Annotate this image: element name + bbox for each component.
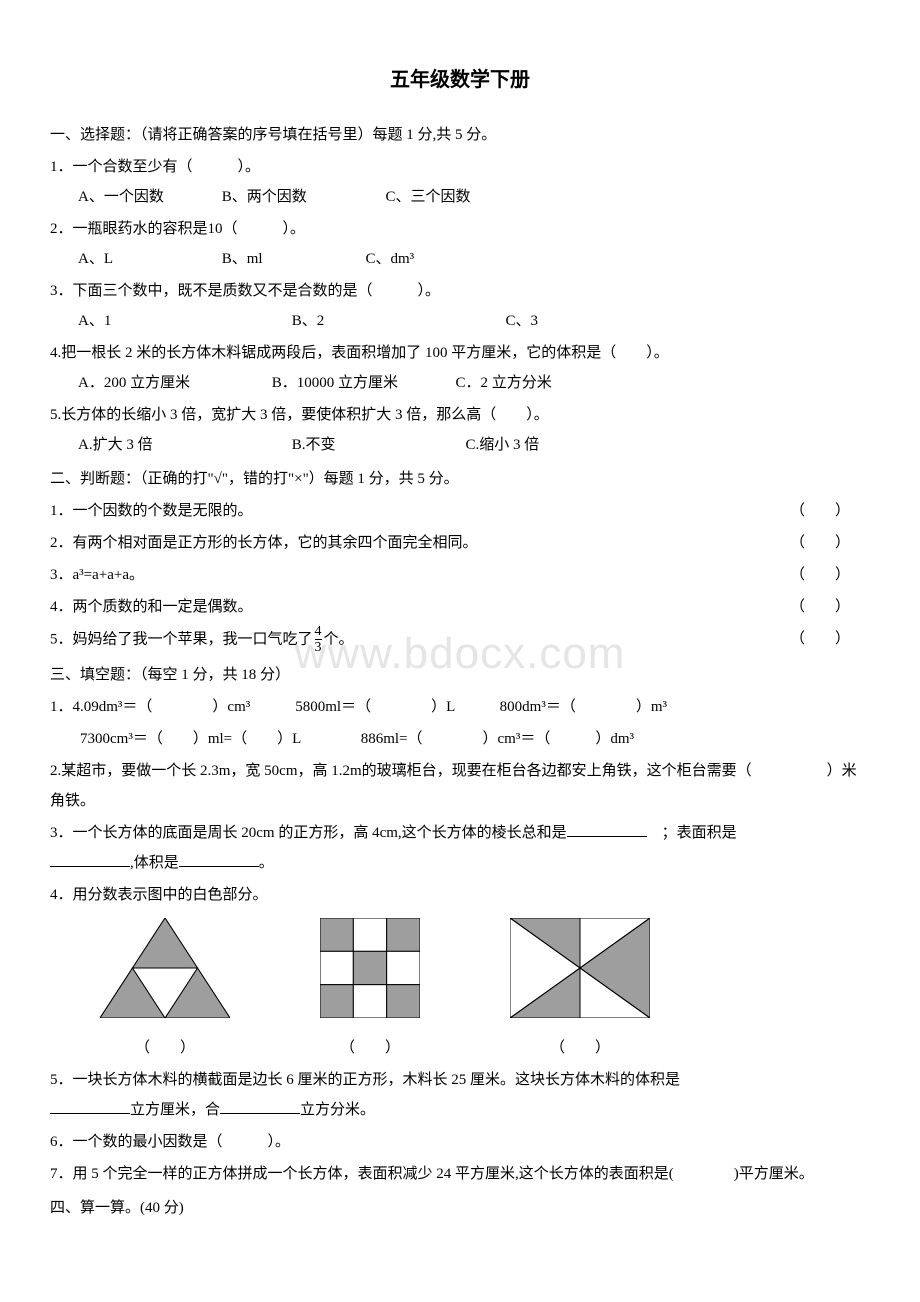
q3-4: 4．用分数表示图中的白色部分。 (50, 880, 870, 910)
q1-1-opt-b: B、两个因数 (222, 182, 382, 212)
q3-2: 2.某超市，要做一个长 2.3m，宽 50cm，高 1.2m的玻璃柜台，现要在柜… (50, 756, 870, 816)
q1-4-opt-c: C．2 立方分米 (456, 368, 552, 398)
q2-4: 4．两个质数的和一定是偶数。 （ ） (50, 592, 870, 622)
q2-2: 2．有两个相对面是正方形的长方体，它的其余四个面完全相同。 （ ） (50, 528, 870, 558)
shape-label-3: （ ） (510, 1033, 650, 1063)
q1-2-stem: 2．一瓶眼药水的容积是10（ ）。 (50, 214, 870, 244)
q2-1-text: 1．一个因数的个数是无限的。 (50, 503, 253, 519)
q2-4-paren: （ ） (790, 592, 850, 622)
section-2-heading: 二、判断题：（正确的打"√"，错的打"×"）每题 1 分，共 5 分。 (50, 464, 870, 494)
q2-3-text: 3．a³=a+a+a。 (50, 567, 144, 583)
q3-7: 7．用 5 个完全一样的正方体拼成一个长方体，表面积减少 24 平方厘米,这个长… (50, 1159, 870, 1189)
q1-1-options: A、一个因数 B、两个因数 C、三个因数 (50, 182, 870, 212)
shape-triangle (100, 918, 230, 1029)
q1-2-options: A、L B、ml C、dm³ (50, 244, 870, 274)
q1-3-options: A、1 B、2 C、3 (50, 306, 870, 336)
q2-1-paren: （ ） (790, 496, 850, 526)
section-2: 二、判断题：（正确的打"√"，错的打"×"）每题 1 分，共 5 分。 1．一个… (50, 464, 870, 656)
q1-2-opt-b: B、ml (222, 244, 362, 274)
section-4: 四、算一算。(40 分) (50, 1193, 870, 1223)
q1-3-opt-a: A、1 (78, 306, 288, 336)
section-1-heading: 一、选择题：（请将正确答案的序号填在括号里）每题 1 分,共 5 分。 (50, 120, 870, 150)
q2-1: 1．一个因数的个数是无限的。 （ ） (50, 496, 870, 526)
q3-6: 6．一个数的最小因数是（ ）。 (50, 1127, 870, 1157)
q1-5-opt-b: B.不变 (292, 430, 462, 460)
q3-5-a: 5．一块长方体木料的横截面是边长 6 厘米的正方形，木料长 25 厘米。这块长方… (50, 1072, 680, 1088)
shape-label-2: （ ） (320, 1033, 420, 1063)
shape-grid (320, 918, 420, 1029)
q2-2-paren: （ ） (790, 528, 850, 558)
section-4-heading: 四、算一算。(40 分) (50, 1193, 870, 1223)
q1-1-opt-c: C、三个因数 (386, 182, 471, 212)
shape-label-1: （ ） (100, 1033, 230, 1063)
shapes-row (50, 918, 870, 1029)
q1-3-stem: 3．下面三个数中，既不是质数又不是合数的是（ ）。 (50, 276, 870, 306)
q3-3-blank1 (567, 819, 647, 837)
shape-label-row: （ ） （ ） （ ） (50, 1033, 870, 1063)
q3-5-b: 立方厘米，合 (130, 1102, 220, 1118)
q3-3-a: 3．一个长方体的底面是周长 20cm 的正方形，高 4cm,这个长方体的棱长总和… (50, 825, 567, 841)
q2-3-paren: （ ） (790, 560, 850, 590)
q3-3: 3．一个长方体的底面是周长 20cm 的正方形，高 4cm,这个长方体的棱长总和… (50, 818, 870, 878)
q3-5-blank1 (50, 1096, 130, 1114)
q3-3-c: ,体积是 (130, 855, 179, 871)
q2-5-paren: （ ） (790, 624, 850, 654)
q2-5-num: 4 (315, 624, 322, 639)
q1-5-opt-c: C.缩小 3 倍 (466, 430, 540, 460)
page-content: 五年级数学下册 一、选择题：（请将正确答案的序号填在括号里）每题 1 分,共 5… (50, 60, 870, 1223)
q2-5-den: 3 (315, 639, 322, 655)
q3-5-blank2 (220, 1096, 300, 1114)
section-3-heading: 三、填空题：（每空 1 分，共 18 分） (50, 660, 870, 690)
q1-5-opt-a: A.扩大 3 倍 (78, 430, 288, 460)
q3-3-d: 。 (259, 855, 274, 871)
q1-2-opt-a: A、L (78, 244, 218, 274)
q3-5: 5．一块长方体木料的横截面是边长 6 厘米的正方形，木料长 25 厘米。这块长方… (50, 1065, 870, 1125)
q2-4-text: 4．两个质数的和一定是偶数。 (50, 599, 253, 615)
q1-2-opt-c: C、dm³ (366, 244, 415, 274)
q1-4-opt-a: A．200 立方厘米 (78, 368, 268, 398)
q3-5-c: 立方分米。 (300, 1102, 375, 1118)
q3-1b: 7300cm³＝（ ）ml=（ ）L 886ml=（ ）cm³＝（ ）dm³ (50, 724, 870, 754)
q1-5-options: A.扩大 3 倍 B.不变 C.缩小 3 倍 (50, 430, 870, 460)
q3-3-blank2 (50, 849, 130, 867)
q1-1-stem: 1．一个合数至少有（ ）。 (50, 152, 870, 182)
q1-3-opt-c: C、3 (506, 306, 539, 336)
q3-3-blank3 (179, 849, 259, 867)
q1-3-opt-b: B、2 (292, 306, 502, 336)
q1-4-opt-b: B．10000 立方厘米 (272, 368, 452, 398)
q2-5: 5．妈妈给了我一个苹果，我一口气吃了43个。 （ ） (50, 624, 870, 656)
q2-5-post: 个。 (324, 631, 354, 647)
q1-5-stem: 5.长方体的长缩小 3 倍，宽扩大 3 倍，要使体积扩大 3 倍，那么高（ ）。 (50, 400, 870, 430)
q2-5-fraction: 43 (315, 624, 322, 656)
q3-3-b: ；表面积是 (647, 825, 737, 841)
shape-diagonal (510, 918, 650, 1029)
section-3: 三、填空题：（每空 1 分，共 18 分） 1．4.09dm³＝（ ）cm³ 5… (50, 660, 870, 1189)
q2-2-text: 2．有两个相对面是正方形的长方体，它的其余四个面完全相同。 (50, 535, 478, 551)
q1-1-opt-a: A、一个因数 (78, 182, 218, 212)
q3-1a: 1．4.09dm³＝（ ）cm³ 5800ml＝（ ）L 800dm³＝（ ）m… (50, 692, 870, 722)
q2-5-pre: 5．妈妈给了我一个苹果，我一口气吃了 (50, 631, 313, 647)
q1-4-stem: 4.把一根长 2 米的长方体木料锯成两段后，表面积增加了 100 平方厘米，它的… (50, 338, 870, 368)
q2-3: 3．a³=a+a+a。 （ ） (50, 560, 870, 590)
page-title: 五年级数学下册 (50, 60, 870, 100)
q1-4-options: A．200 立方厘米 B．10000 立方厘米 C．2 立方分米 (50, 368, 870, 398)
section-1: 一、选择题：（请将正确答案的序号填在括号里）每题 1 分,共 5 分。 1．一个… (50, 120, 870, 460)
